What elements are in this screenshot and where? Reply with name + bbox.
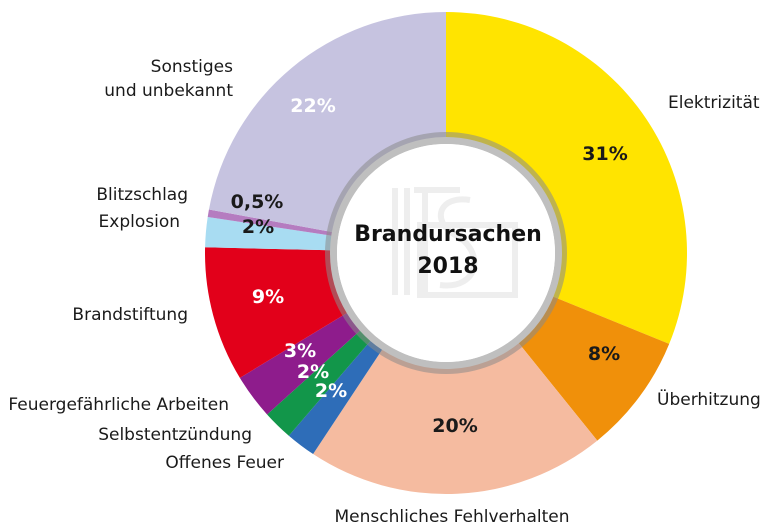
category-labels-group: Elektrizität Überhitzung Menschliches Fehl… (8, 57, 760, 527)
slice-explosion (205, 216, 332, 251)
category-label: Blitzschlag (96, 185, 188, 205)
slices-group (205, 12, 688, 494)
value-label: 8% (588, 343, 620, 365)
slice-offenes-feuer (288, 340, 383, 455)
category-label: Explosion (99, 212, 180, 232)
watermark-logo (392, 187, 518, 298)
category-label: Menschliches Fehlverhalten (335, 507, 570, 527)
category-label: Überhitzung (657, 388, 761, 410)
value-label: 2% (315, 380, 347, 402)
slice-elektrizität (446, 12, 688, 344)
category-label: Brandstiftung (72, 305, 188, 325)
slice-überhitzung (518, 296, 670, 441)
slice-selbstentzündung (267, 330, 371, 436)
category-label: Elektrizität (668, 93, 760, 113)
category-label: und unbekannt (104, 81, 233, 101)
slice-menschliches-fehlverhalten (313, 343, 598, 494)
value-label: 20% (432, 415, 477, 437)
value-label: 2% (297, 361, 329, 383)
value-label: 0,5% (231, 191, 284, 213)
value-labels-group: 31%8%20%2%2%3%9%2%0,5%22% (231, 95, 628, 437)
value-label: 31% (582, 143, 627, 165)
slice-feuergefährliche-arbeiten (239, 313, 360, 415)
inner-ring (325, 132, 567, 374)
chart-subtitle: 2018 (417, 254, 478, 279)
category-label: Feuergefährliche Arbeiten (8, 395, 229, 415)
category-label: Offenes Feuer (165, 453, 284, 473)
category-label: Selbstentzündung (98, 425, 252, 445)
slice-blitzschlag (207, 209, 332, 236)
value-label: 9% (252, 286, 284, 308)
value-label: 22% (290, 95, 335, 117)
value-label: 3% (284, 340, 316, 362)
slice-sonstiges-und-unbekannt (208, 12, 446, 233)
center-hole (337, 144, 555, 362)
chart-title: Brandursachen (354, 222, 542, 247)
value-label: 2% (242, 216, 274, 238)
slice-brandstiftung (205, 247, 347, 378)
category-label: Sonstiges (151, 57, 233, 77)
